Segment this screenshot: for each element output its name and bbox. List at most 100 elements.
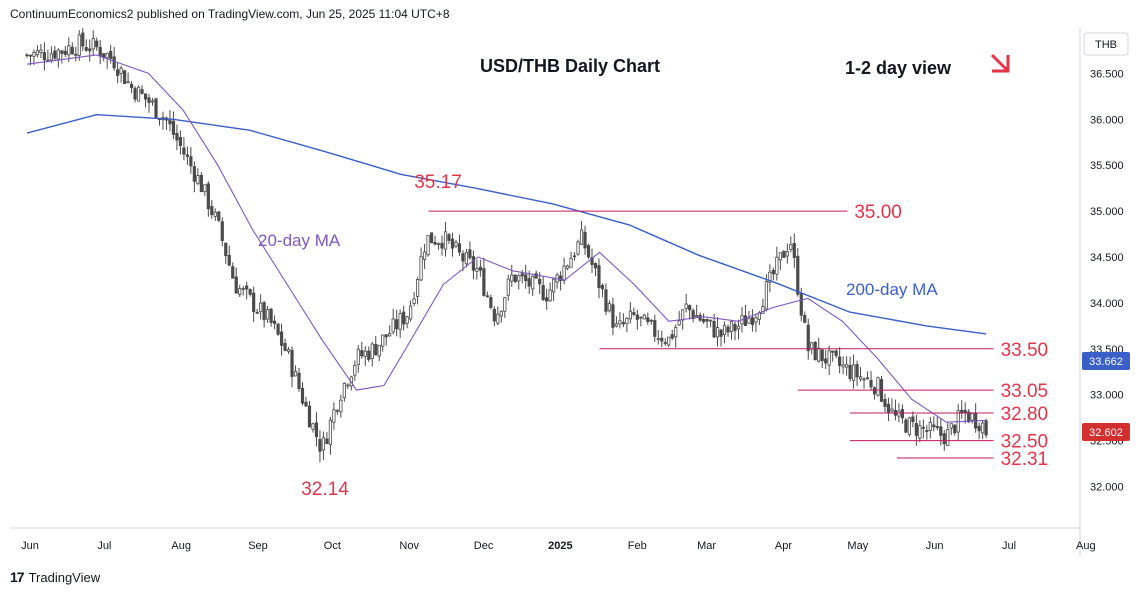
candle-body [541,285,545,301]
candle-body [234,276,238,294]
candle-body [688,305,692,311]
candle-body [803,315,807,323]
candle-body [705,318,709,322]
candle-body [977,425,981,432]
candle-body [496,313,500,324]
ma200-price-tag: 33.662 [1082,352,1130,370]
candle-body [942,433,946,445]
candle-body [363,350,367,357]
candle-body [681,309,685,321]
candle-body [492,308,496,322]
candle-body [562,265,566,281]
candle-body [576,241,580,255]
candle-body [646,317,650,322]
candle-body [614,323,619,327]
chart-title: USD/THB Daily Chart [480,56,660,76]
candle-body [377,344,381,357]
candle-body [841,364,845,368]
candle-body [845,364,849,368]
chart-subtitle: 1-2 day view [845,58,952,78]
candle-body [478,266,482,271]
candle-body [409,305,413,320]
candle-body [684,303,688,309]
time-tick-label: Aug [1076,540,1096,552]
candle-body [450,238,455,249]
candle-body [572,255,577,258]
candle-body [935,426,939,428]
price-tick-label: 32.000 [1090,482,1124,494]
candle-body [960,409,964,414]
price-tick-label: 34.000 [1090,298,1124,310]
candle-body [869,379,873,388]
candle-body [510,274,514,282]
candle-body [817,347,821,362]
candle-body [335,410,339,412]
candle-body [74,53,78,56]
candle-body [708,319,713,322]
candle-body [799,293,803,316]
plot-area[interactable] [10,28,1080,528]
chart-container[interactable]: 35.00 33.50 33.05 32.80 32.50 32.31 36.500 36.… [0,0,1143,565]
candle-body [314,422,319,438]
candle-body [217,211,221,221]
candle-body [332,409,336,423]
candle-body [311,423,315,430]
candle-body [663,342,667,344]
ma200-line [26,113,987,335]
candle-body [77,34,81,56]
candle-body [136,86,141,102]
ma200-annotation: 200-day MA [846,280,938,299]
time-axis: Jun Jul Aug Sep Oct Nov Dec 2025 Feb Mar Apr May Jun… [21,540,1095,552]
candle-body [907,417,911,435]
candle-body [628,310,632,320]
tradingview-footer: 17 TradingView [10,569,100,585]
candle-body [890,408,894,412]
candle-body [642,314,646,320]
candle-body [307,405,312,428]
candle-body [220,221,224,241]
candle-body [422,251,427,260]
level-label: 33.50 [1001,340,1049,361]
candle-body [35,50,40,56]
level-label: 35.00 [854,202,902,223]
candle-body [792,242,796,258]
candle-body [949,423,953,429]
candle-body [88,48,92,52]
candle-body [677,320,681,326]
time-tick-label: Sep [248,540,268,552]
candle-body [286,349,291,352]
currency-label-box[interactable]: THB [1083,32,1129,56]
candle-body [611,304,615,328]
candle-body [259,302,263,313]
candle-body [625,317,629,325]
svg-text:33.662: 33.662 [1089,356,1123,368]
ma20-annotation: 20-day MA [258,231,341,250]
candle-body [468,249,472,259]
candle-body [475,268,479,272]
candle-body [660,337,664,342]
candle-body [932,424,936,428]
candle-body [918,425,922,439]
candle-body [388,333,392,337]
time-tick-label: Jun [21,540,39,552]
candle-body [353,365,357,376]
candle-body [272,320,277,324]
candle-body [367,350,371,360]
candle-body [213,211,217,217]
candle-body [607,303,612,312]
time-tick-label: Dec [474,540,494,552]
candle-body [967,411,971,423]
candle-body [395,319,399,330]
candle-body [593,263,598,269]
candle-body [391,318,395,333]
candle-body [810,342,814,350]
candle-body [712,321,716,338]
candle-body [586,245,591,258]
candle-body [143,93,148,100]
candle-body [635,314,639,320]
candle-body [981,422,985,434]
candle-body [416,278,420,297]
candle-body [834,350,838,357]
